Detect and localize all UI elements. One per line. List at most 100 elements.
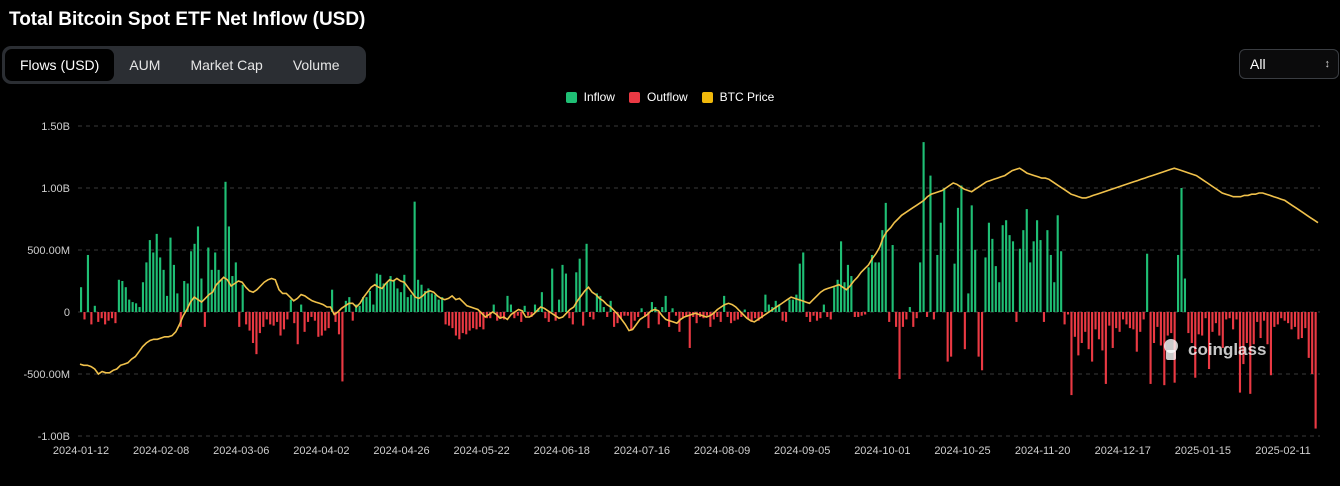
outflow-bar <box>272 312 275 326</box>
inflow-bar <box>190 251 193 312</box>
outflow-bar <box>544 312 547 319</box>
inflow-bar <box>1060 251 1063 312</box>
x-tick-label: 2024-05-22 <box>454 445 510 457</box>
tab-flows[interactable]: Flows (USD) <box>5 49 115 81</box>
outflow-bar <box>516 312 519 316</box>
outflow-bar <box>1273 312 1276 327</box>
outflow-bar <box>860 312 863 316</box>
legend-item-inflow[interactable]: Inflow <box>565 90 615 104</box>
outflow-bar <box>1066 312 1070 315</box>
inflow-bar <box>1177 254 1180 312</box>
inflow-bar <box>791 299 794 312</box>
inflow-bar <box>392 279 396 312</box>
outflow-bar <box>1249 312 1252 394</box>
outflow-bar <box>736 312 739 320</box>
inflow-swatch-icon <box>565 91 577 103</box>
outflow-bar <box>1042 312 1046 322</box>
outflow-bar <box>248 312 251 331</box>
inflow-bar <box>558 299 561 312</box>
outflow-bar <box>643 312 647 317</box>
chart-legend: Inflow Outflow BTC Price <box>0 90 1340 104</box>
inflow-bar <box>661 307 664 312</box>
outflow-bar <box>1283 312 1286 321</box>
outflow-bar <box>306 312 310 322</box>
inflow-bar <box>1025 209 1028 312</box>
inflow-bar <box>1036 220 1039 312</box>
outflow-bar <box>815 312 819 321</box>
inflow-bar <box>664 295 667 312</box>
inflow-bar <box>929 175 932 312</box>
legend-item-outflow[interactable]: Outflow <box>628 90 688 104</box>
outflow-bar <box>1170 312 1173 334</box>
inflow-bar <box>870 254 874 312</box>
outflow-bar <box>963 312 966 350</box>
outflow-bar <box>320 312 323 336</box>
outflow-bar <box>341 312 344 382</box>
outflow-bar <box>901 312 905 327</box>
inflow-bar <box>131 302 134 312</box>
inflow-bar <box>908 307 911 312</box>
outflow-bar <box>1201 312 1204 336</box>
outflow-bar <box>685 312 688 317</box>
range-select[interactable]: All ↕ <box>1239 49 1339 79</box>
outflow-bar <box>317 312 320 337</box>
outflow-bar <box>950 312 953 357</box>
outflow-bar <box>905 312 908 320</box>
outflow-bar <box>293 312 296 324</box>
inflow-bar <box>578 258 581 312</box>
outflow-bar <box>888 312 891 322</box>
outflow-bar <box>757 312 760 321</box>
outflow-bar <box>681 312 684 319</box>
inflow-bar <box>788 299 791 312</box>
outflow-bar <box>1262 312 1266 321</box>
outflow-bar <box>447 312 451 326</box>
x-tick-label: 2024-09-05 <box>774 445 830 457</box>
x-tick-label: 2024-02-08 <box>133 445 189 457</box>
outflow-bar <box>1166 312 1169 336</box>
tab-market-cap[interactable]: Market Cap <box>190 57 263 73</box>
inflow-bar <box>974 250 977 312</box>
outflow-bar <box>1314 312 1317 429</box>
inflow-bar <box>348 297 351 312</box>
outflow-bar <box>1132 312 1135 330</box>
inflow-bar <box>943 188 946 312</box>
inflow-bar <box>867 267 870 312</box>
inflow-bar <box>839 241 843 312</box>
inflow-bar <box>430 293 433 312</box>
inflow-bar <box>1005 220 1008 312</box>
outflow-bar <box>1304 312 1307 329</box>
outflow-bar <box>324 312 327 331</box>
outflow-bar <box>1097 312 1101 340</box>
outflow-bar <box>657 312 660 325</box>
outflow-bar <box>245 312 248 325</box>
inflow-bar <box>843 282 846 312</box>
outflow-bar <box>633 312 636 321</box>
inflow-bar <box>365 297 368 312</box>
outflow-swatch-icon <box>628 91 640 103</box>
outflow-bar <box>303 312 306 332</box>
outflow-bar <box>520 312 523 322</box>
outflow-bar <box>1232 312 1235 330</box>
inflow-bar <box>403 274 406 312</box>
legend-label-btc-price: BTC Price <box>719 90 775 104</box>
tab-aum[interactable]: AUM <box>129 57 161 73</box>
tab-volume[interactable]: Volume <box>292 57 340 73</box>
inflow-bar <box>355 304 358 312</box>
outflow-bar <box>760 312 764 319</box>
legend-item-btc-price[interactable]: BTC Price <box>701 90 775 104</box>
outflow-bar <box>712 312 715 320</box>
inflow-bar <box>135 303 138 312</box>
inflow-bar <box>117 279 120 312</box>
y-tick-label: 500.00M <box>27 245 70 257</box>
outflow-bar <box>1152 312 1156 343</box>
outflow-bar <box>451 312 454 329</box>
outflow-bar <box>279 312 282 336</box>
inflow-bar <box>165 295 169 312</box>
inflow-bar <box>953 263 956 312</box>
inflow-bar <box>960 185 963 312</box>
outflow-bar <box>1139 312 1142 332</box>
outflow-bar <box>895 312 898 327</box>
y-tick-label: -1.00B <box>38 431 70 443</box>
outflow-bar <box>637 312 640 317</box>
